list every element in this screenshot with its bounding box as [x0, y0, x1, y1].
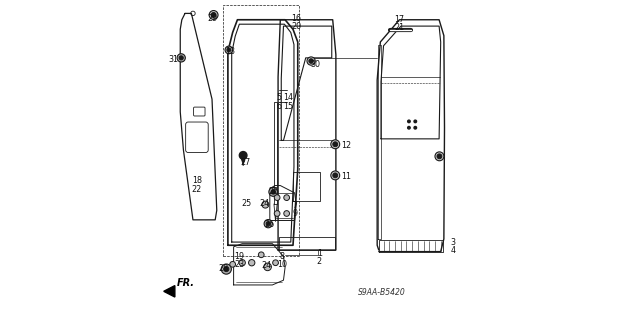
- Text: S9AA-B5420: S9AA-B5420: [358, 288, 406, 297]
- Circle shape: [275, 195, 280, 200]
- Text: 22: 22: [191, 185, 202, 194]
- Text: 23: 23: [235, 260, 244, 269]
- Text: 17: 17: [394, 15, 404, 24]
- Text: 16: 16: [291, 14, 301, 23]
- Circle shape: [309, 59, 314, 63]
- Circle shape: [414, 126, 417, 129]
- Circle shape: [225, 46, 233, 54]
- Text: 2: 2: [317, 257, 322, 266]
- Circle shape: [333, 173, 338, 178]
- Circle shape: [211, 12, 216, 18]
- Circle shape: [264, 263, 271, 271]
- Text: 15: 15: [283, 102, 293, 111]
- Text: 30: 30: [311, 60, 321, 69]
- Text: 26: 26: [268, 187, 278, 197]
- Text: 14: 14: [284, 93, 293, 102]
- Circle shape: [435, 152, 444, 161]
- Text: 10: 10: [277, 260, 287, 269]
- Circle shape: [264, 219, 273, 228]
- Text: 27: 27: [240, 158, 250, 167]
- Circle shape: [248, 260, 255, 266]
- Circle shape: [408, 120, 410, 123]
- Circle shape: [230, 262, 236, 267]
- Text: 20: 20: [291, 22, 301, 31]
- Text: 5: 5: [276, 93, 281, 102]
- Circle shape: [262, 201, 269, 208]
- Circle shape: [271, 190, 276, 194]
- Circle shape: [414, 120, 417, 123]
- Text: 24: 24: [259, 199, 269, 208]
- Text: 7: 7: [292, 201, 298, 210]
- Circle shape: [408, 126, 410, 129]
- Text: 31: 31: [169, 55, 179, 64]
- Text: 4: 4: [451, 246, 456, 255]
- Text: 1: 1: [317, 249, 322, 258]
- Circle shape: [333, 142, 338, 147]
- Text: 9: 9: [292, 209, 298, 218]
- Circle shape: [259, 252, 264, 258]
- Circle shape: [209, 11, 218, 19]
- Text: 19: 19: [235, 252, 244, 261]
- Circle shape: [179, 56, 183, 60]
- Text: 12: 12: [342, 141, 352, 150]
- Circle shape: [227, 48, 231, 52]
- Text: 11: 11: [342, 173, 351, 182]
- Circle shape: [224, 267, 229, 271]
- Circle shape: [266, 222, 270, 226]
- Text: 26: 26: [264, 220, 275, 229]
- Text: 28: 28: [218, 263, 228, 273]
- Circle shape: [284, 211, 289, 216]
- Circle shape: [331, 140, 340, 149]
- Text: 8: 8: [280, 252, 284, 261]
- Circle shape: [275, 211, 280, 216]
- Text: FR.: FR.: [177, 278, 195, 288]
- Text: 13: 13: [225, 47, 235, 56]
- Circle shape: [331, 171, 340, 180]
- Text: 25: 25: [242, 199, 252, 208]
- Text: 29: 29: [207, 14, 218, 23]
- Circle shape: [307, 57, 316, 65]
- Circle shape: [239, 260, 245, 266]
- Text: 3: 3: [451, 238, 456, 247]
- Circle shape: [221, 264, 232, 274]
- Text: 24: 24: [261, 261, 271, 271]
- Circle shape: [269, 188, 278, 196]
- Circle shape: [273, 260, 278, 266]
- Polygon shape: [241, 155, 246, 166]
- Text: 6: 6: [276, 102, 281, 111]
- Circle shape: [177, 54, 186, 62]
- Polygon shape: [164, 286, 175, 297]
- Text: 18: 18: [192, 176, 202, 185]
- Text: 21: 21: [394, 23, 404, 32]
- Circle shape: [284, 195, 289, 200]
- Circle shape: [437, 154, 442, 159]
- Circle shape: [239, 152, 247, 159]
